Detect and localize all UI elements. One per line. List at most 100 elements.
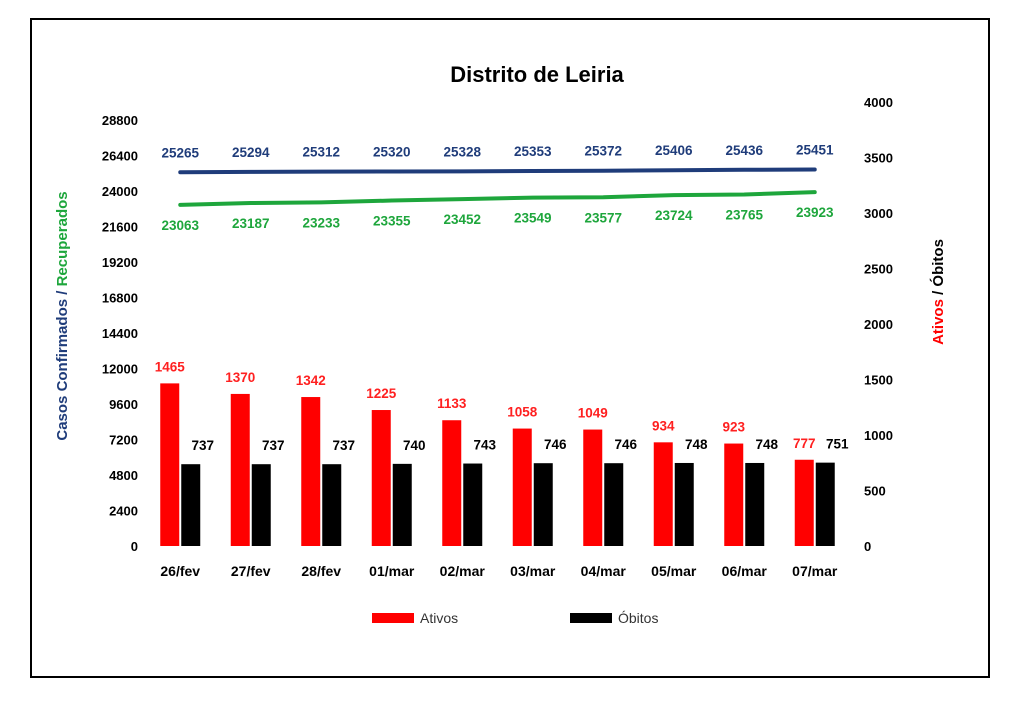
data-label-casos: 25265 [161, 145, 199, 160]
data-label-obitos: 748 [755, 437, 778, 452]
data-label-obitos: 746 [544, 437, 567, 452]
data-label-obitos: 737 [262, 438, 285, 453]
data-label-casos: 25312 [302, 145, 340, 160]
left-tick-label: 7200 [109, 433, 138, 448]
left-tick-label: 0 [131, 539, 138, 554]
category-label: 05/mar [651, 563, 697, 579]
bar-obitos [322, 464, 342, 546]
data-label-obitos: 746 [614, 437, 637, 452]
bar-obitos [674, 462, 694, 546]
bar-ativos [301, 397, 321, 546]
data-label-recuperados: 23233 [302, 215, 340, 230]
line-recuperados [178, 190, 817, 207]
category-label: 03/mar [510, 563, 556, 579]
data-label-ativos: 923 [722, 420, 745, 435]
legend-swatch [570, 613, 612, 623]
left-tick-label: 14400 [102, 326, 138, 341]
category-label: 06/mar [722, 563, 768, 579]
legend-label: Óbitos [618, 610, 658, 626]
legend-label: Ativos [420, 610, 458, 626]
left-axis-title: Casos Confirmados / Recuperados [54, 191, 71, 440]
bar-ativos [512, 428, 532, 546]
right-tick-label: 3500 [864, 151, 893, 166]
category-label: 26/fev [160, 563, 200, 579]
right-axis-title-part: Ativos [930, 299, 947, 345]
right-tick-label: 1500 [864, 373, 893, 388]
left-tick-label: 19200 [102, 255, 138, 270]
right-tick-label: 3000 [864, 206, 893, 221]
data-label-recuperados: 23923 [796, 205, 834, 220]
bar-obitos [604, 463, 624, 546]
data-label-recuperados: 23724 [655, 208, 693, 223]
category-label: 04/mar [581, 563, 627, 579]
data-label-casos: 25451 [796, 143, 834, 158]
bar-ativos [653, 442, 673, 546]
data-label-ativos: 1225 [366, 386, 397, 401]
data-label-obitos: 748 [685, 437, 708, 452]
left-axis-title-part: Recuperados [54, 191, 71, 286]
right-tick-label: 500 [864, 484, 886, 499]
bar-ativos [371, 410, 391, 546]
bar-obitos [533, 463, 553, 546]
data-label-recuperados: 23765 [725, 207, 763, 222]
data-label-recuperados: 23549 [514, 211, 552, 226]
left-tick-label: 21600 [102, 220, 138, 235]
right-tick-label: 1000 [864, 428, 893, 443]
data-label-casos: 25294 [232, 145, 270, 160]
bar-obitos [181, 464, 201, 546]
data-label-recuperados: 23063 [161, 218, 199, 233]
bar-ativos [442, 420, 462, 546]
left-tick-label: 9600 [109, 397, 138, 412]
category-label: 02/mar [440, 563, 486, 579]
left-tick-label: 16800 [102, 291, 138, 306]
bar-ativos [794, 459, 814, 546]
chart-title: Distrito de Leiria [450, 62, 624, 87]
left-tick-label: 2400 [109, 504, 138, 519]
data-label-casos: 25372 [584, 144, 622, 159]
left-tick-label: 28800 [102, 113, 138, 128]
data-label-ativos: 1465 [155, 359, 186, 374]
right-tick-label: 2500 [864, 262, 893, 277]
bar-obitos [392, 463, 412, 546]
category-label: 07/mar [792, 563, 838, 579]
bar-obitos [463, 463, 483, 546]
data-label-recuperados: 23355 [373, 214, 411, 229]
right-axis-title-part: / Óbitos [929, 239, 947, 299]
data-label-ativos: 1049 [578, 406, 608, 421]
bar-ativos [230, 393, 250, 546]
data-label-ativos: 1370 [225, 370, 255, 385]
data-label-obitos: 737 [191, 438, 214, 453]
left-axis-title-part: Casos Confirmados [54, 299, 71, 441]
data-label-recuperados: 23452 [443, 212, 481, 227]
data-label-ativos: 1133 [437, 396, 467, 411]
bar-obitos [745, 462, 765, 546]
left-axis-title-part: / [54, 286, 71, 299]
data-label-casos: 25320 [373, 144, 411, 159]
data-label-obitos: 737 [332, 438, 355, 453]
bar-obitos [251, 464, 271, 546]
left-tick-label: 12000 [102, 362, 138, 377]
left-tick-label: 24000 [102, 184, 138, 199]
data-label-recuperados: 23577 [584, 210, 622, 225]
data-label-obitos: 743 [473, 438, 496, 453]
data-label-ativos: 934 [652, 418, 675, 433]
data-label-casos: 25406 [655, 143, 693, 158]
left-tick-label: 26400 [102, 149, 138, 164]
right-tick-label: 0 [864, 539, 871, 554]
bar-obitos [815, 462, 835, 546]
chart-frame [30, 18, 990, 678]
data-label-ativos: 1342 [296, 373, 326, 388]
category-label: 01/mar [369, 563, 415, 579]
data-label-ativos: 777 [793, 436, 816, 451]
data-label-obitos: 740 [403, 438, 426, 453]
category-label: 28/fev [301, 563, 341, 579]
data-label-casos: 25328 [443, 144, 481, 159]
legend-swatch [372, 613, 414, 623]
bar-ativos [160, 383, 180, 546]
data-label-ativos: 1058 [507, 405, 538, 420]
bar-ativos [583, 429, 603, 546]
data-label-recuperados: 23187 [232, 216, 270, 231]
data-label-casos: 25353 [514, 144, 552, 159]
category-label: 27/fev [231, 563, 271, 579]
